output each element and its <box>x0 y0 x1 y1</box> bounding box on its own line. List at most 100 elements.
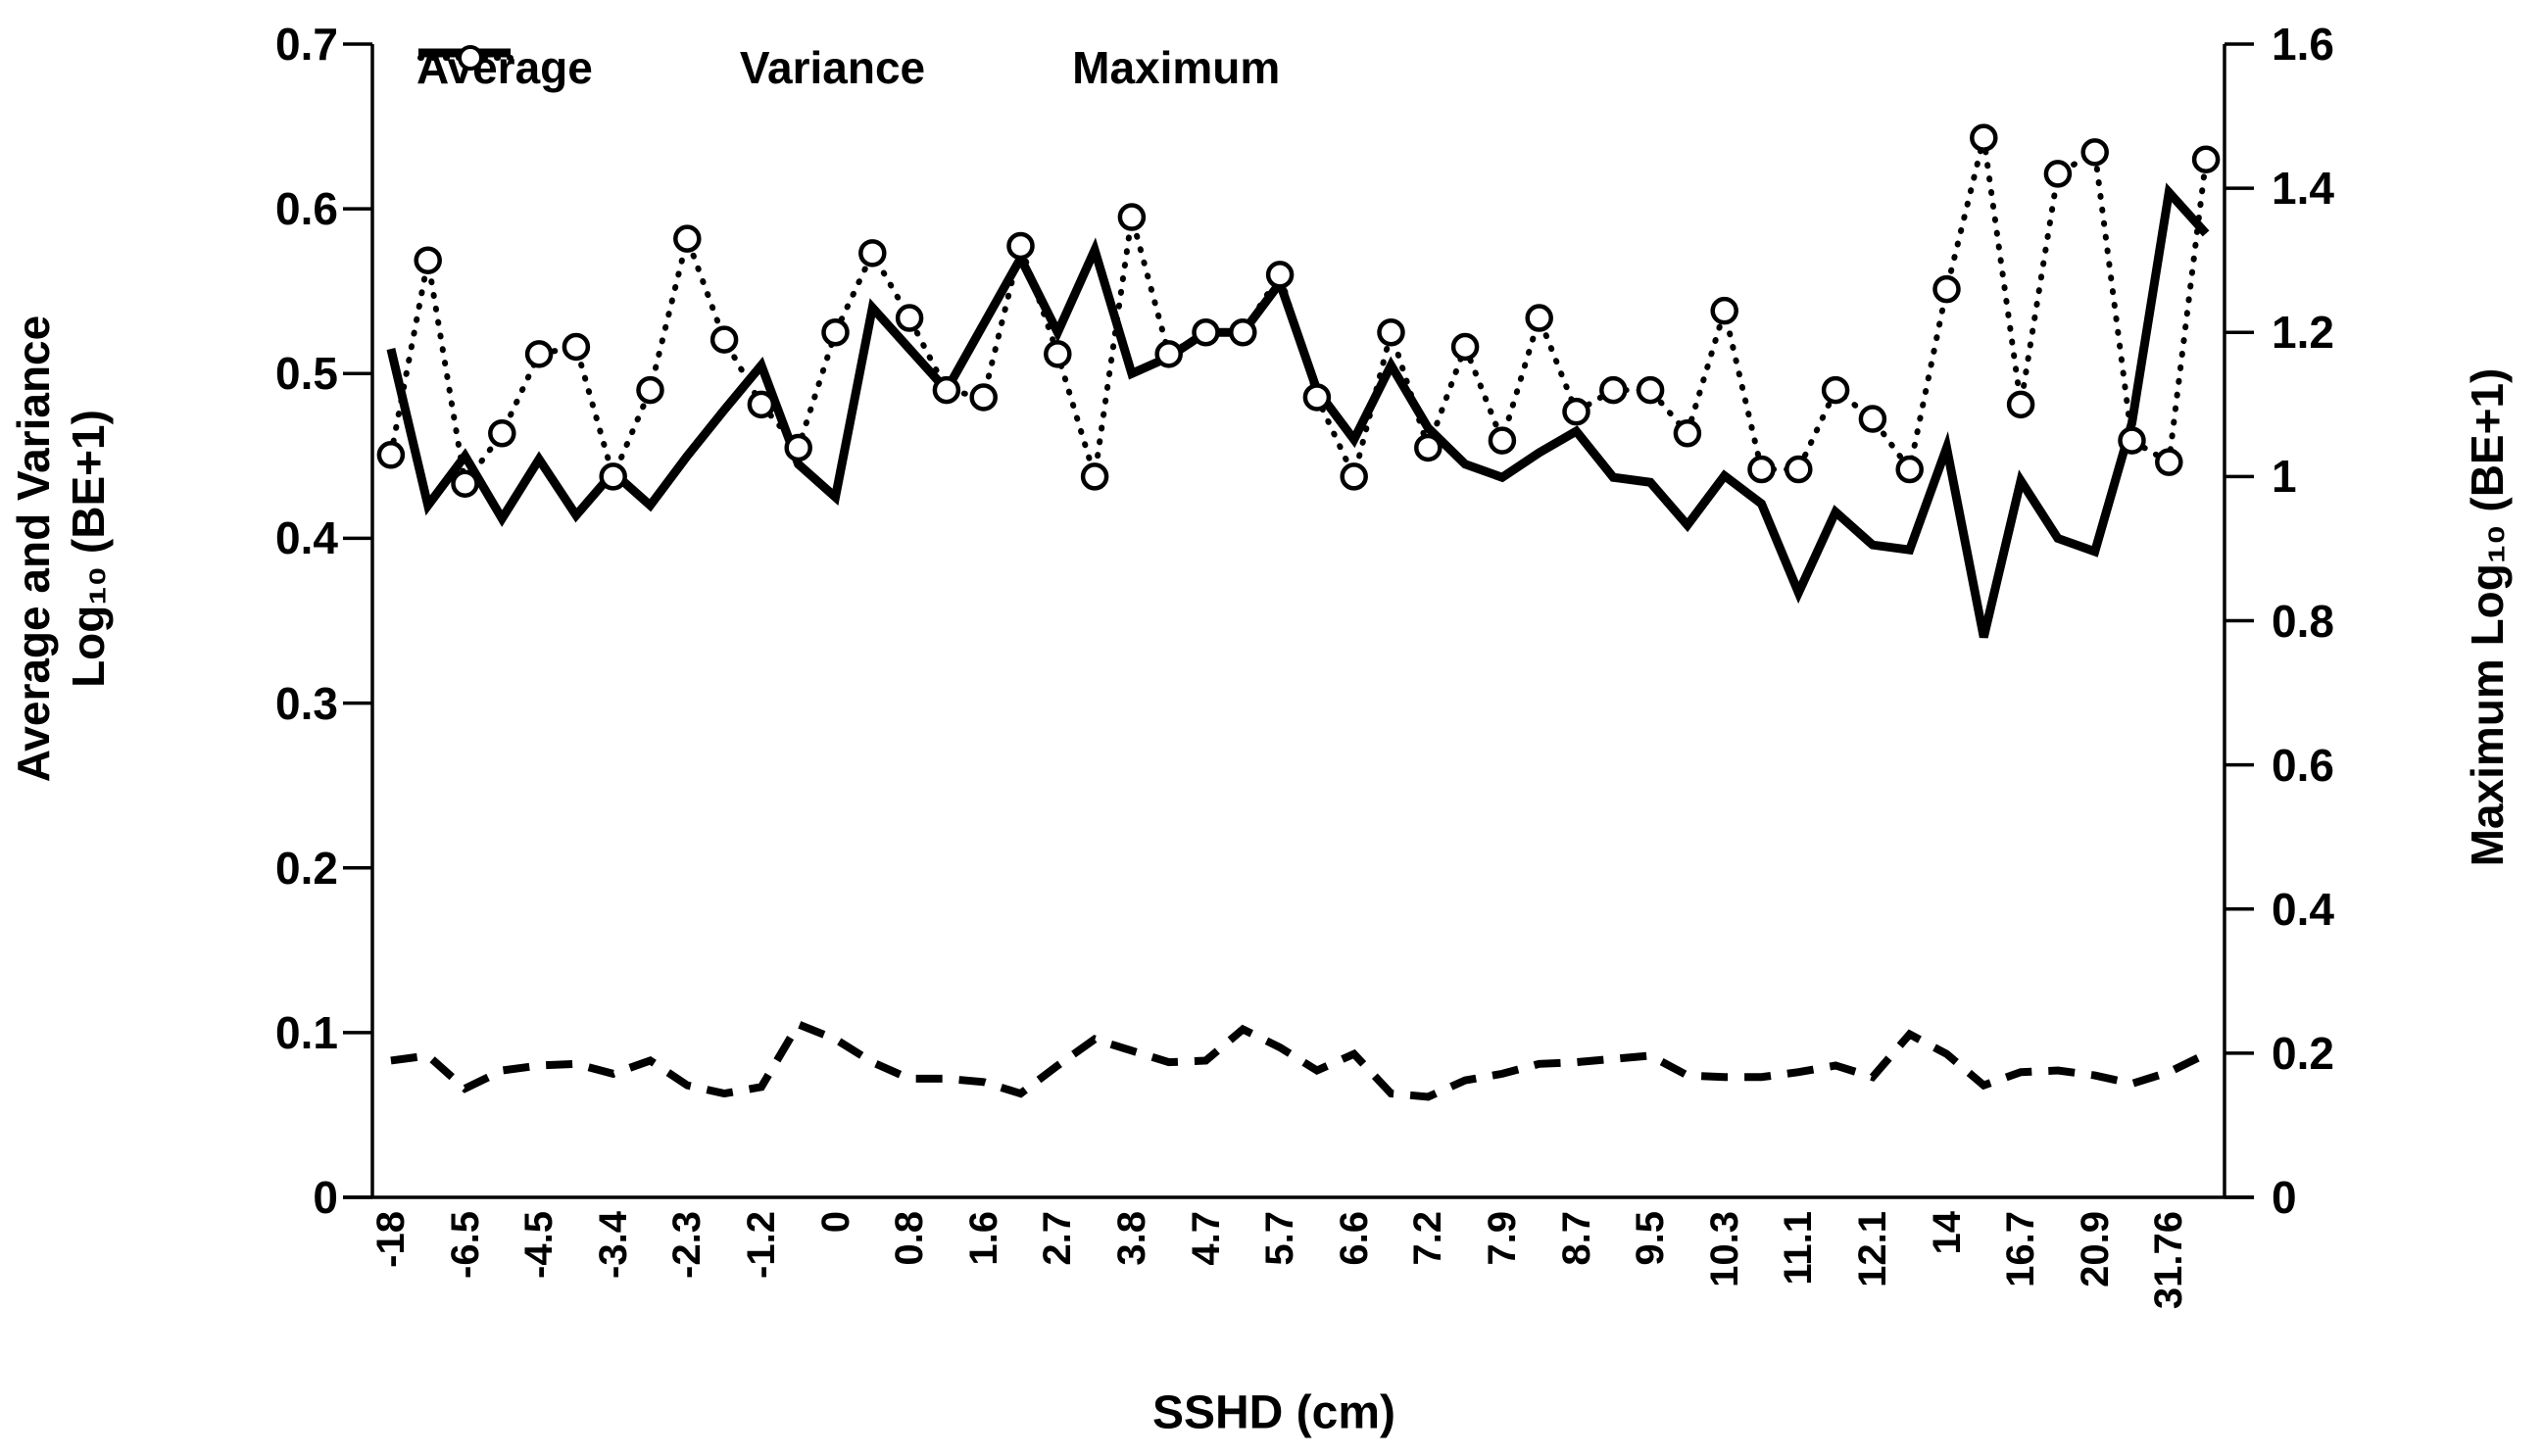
right-axis-tick-label: 1.2 <box>2272 307 2334 359</box>
legend: Average Variance Maximum <box>416 41 1280 94</box>
maximum-point-marker <box>2080 138 2109 167</box>
x-axis-tick-label: 6.6 <box>1332 1211 1376 1266</box>
maximum-point-marker <box>1858 405 1887 433</box>
right-axis-tick-label: 0.4 <box>2272 883 2334 935</box>
maximum-point-marker <box>524 340 554 368</box>
maximum-point-marker <box>414 246 442 274</box>
right-axis-tick-label: 1.4 <box>2272 163 2334 215</box>
maximum-point-marker <box>821 318 850 347</box>
left-axis-title-line1: Average and Variance <box>8 315 59 783</box>
x-axis-tick-label: 9.5 <box>1629 1211 1673 1266</box>
maximum-point-marker <box>747 390 776 419</box>
maximum-point-marker <box>932 375 961 405</box>
maximum-point-marker <box>1117 203 1147 231</box>
maximum-point-marker <box>1636 375 1665 405</box>
x-axis-tick-label: 4.7 <box>1184 1211 1228 1266</box>
legend-item-variance: Variance <box>418 41 926 94</box>
maximum-point-marker <box>709 325 739 354</box>
maximum-point-marker <box>784 433 812 462</box>
x-axis-tick-label: 1.6 <box>961 1211 1005 1266</box>
variance-line <box>390 1019 2208 1101</box>
maximum-line <box>387 136 2210 492</box>
maximum-point-marker <box>1080 462 1109 491</box>
maximum-point-marker <box>1265 261 1295 289</box>
maximum-point-marker <box>1302 383 1332 412</box>
x-axis-tick-label: 7.2 <box>1406 1211 1450 1266</box>
x-axis-title: SSHD (cm) <box>1151 1386 1396 1439</box>
maximum-point-marker <box>1821 375 1850 405</box>
maximum-point-marker <box>488 418 516 448</box>
right-axis-title: Maximum Log₁₀ (BE+1) <box>2462 367 2513 867</box>
maximum-point-marker <box>1450 332 1480 362</box>
maximum-point-marker <box>1895 455 1924 484</box>
left-axis-tick-label: 0.3 <box>275 677 338 729</box>
maximum-point-marker <box>1006 231 1035 261</box>
maximum-point-marker <box>1932 274 1961 304</box>
x-axis-tick-label: 8.7 <box>1554 1211 1598 1266</box>
legend-item-maximum: Maximum <box>417 41 1281 94</box>
left-axis-tick-label: 0.2 <box>275 842 338 894</box>
right-axis-tick-label: 1.6 <box>2272 19 2334 70</box>
maximum-point-marker <box>2043 160 2073 188</box>
x-axis-tick-label: 0 <box>813 1211 857 1234</box>
left-axis-title: Average and Variance Log₁₀ (BE+1) <box>6 315 116 782</box>
x-axis-tick-label: -18 <box>368 1211 413 1268</box>
maximum-point-marker <box>1970 123 1998 152</box>
average-line <box>386 182 2210 639</box>
x-axis-tick-label: -1.2 <box>739 1211 783 1279</box>
right-axis-tick-label: 0.8 <box>2272 595 2334 647</box>
x-axis-tick-label: 31.76 <box>2147 1211 2191 1310</box>
maximum-point-marker <box>1229 318 1257 347</box>
legend-label-maximum: Maximum <box>1072 42 1281 93</box>
left-axis-tick-label: 0.4 <box>275 512 338 564</box>
maximum-point-marker <box>1525 304 1553 332</box>
maximum-point-marker <box>636 375 664 405</box>
maximum-point-marker <box>1154 340 1183 368</box>
maximum-point-marker <box>2155 448 2183 476</box>
maximum-point-marker <box>1488 426 1517 455</box>
maximum-point-marker <box>1414 433 1443 462</box>
x-axis-tick-label: 20.9 <box>2073 1211 2117 1287</box>
maximum-point-marker <box>2006 390 2035 419</box>
maximum-point-marker <box>562 332 591 362</box>
right-axis-tick-label: 0.2 <box>2272 1027 2334 1079</box>
left-axis-title-line2: Log₁₀ (BE+1) <box>63 410 114 688</box>
maximum-point-marker <box>1747 455 1776 484</box>
x-axis-tick-label: -2.3 <box>665 1211 709 1279</box>
right-axis-tick-label: 0 <box>2272 1172 2297 1223</box>
left-axis-tick-label: 0.1 <box>275 1006 338 1058</box>
x-axis-tick-label: 10.3 <box>1702 1211 1746 1287</box>
x-axis-tick-label: 14 <box>1925 1211 1969 1255</box>
x-axis-tick-label: 5.7 <box>1258 1211 1302 1266</box>
x-axis-tick-label: 2.7 <box>1036 1211 1080 1266</box>
maximum-point-marker <box>858 239 887 267</box>
maximum-point-marker <box>1377 318 1405 347</box>
left-axis-tick-label: 0 <box>313 1172 338 1223</box>
maximum-point-marker <box>599 462 627 491</box>
maximum-point-marker <box>1785 455 1813 484</box>
maximum-point-marker <box>1562 397 1590 426</box>
legend-label-variance: Variance <box>739 42 926 93</box>
maximum-point-marker <box>969 383 998 412</box>
x-axis-tick-label: 7.9 <box>1480 1211 1524 1266</box>
maximum-point-marker <box>1710 296 1738 325</box>
maximum-point-marker <box>376 441 406 469</box>
right-axis-tick-label: 1 <box>2272 451 2297 503</box>
x-axis-tick-label: 12.1 <box>1850 1211 1894 1287</box>
maximum-point-marker <box>451 469 479 498</box>
x-axis-tick-label: -6.5 <box>443 1211 487 1279</box>
left-axis-tick-label: 0.7 <box>275 19 338 70</box>
maximum-point-marker <box>1599 375 1628 405</box>
left-axis-tick-label: 0.6 <box>275 183 338 235</box>
maximum-point-marker <box>895 304 924 332</box>
maximum-point-marker <box>673 224 702 253</box>
x-axis-tick-label: 11.1 <box>1777 1211 1821 1286</box>
x-axis-tick-label: 0.8 <box>888 1211 932 1266</box>
maximum-point-marker <box>1673 418 1702 448</box>
right-axis-tick-label: 0.6 <box>2272 739 2334 791</box>
maximum-point-marker <box>1192 318 1220 347</box>
x-axis-tick-label: 16.7 <box>1999 1211 2043 1287</box>
dotted-circle-line-icon <box>417 45 523 71</box>
